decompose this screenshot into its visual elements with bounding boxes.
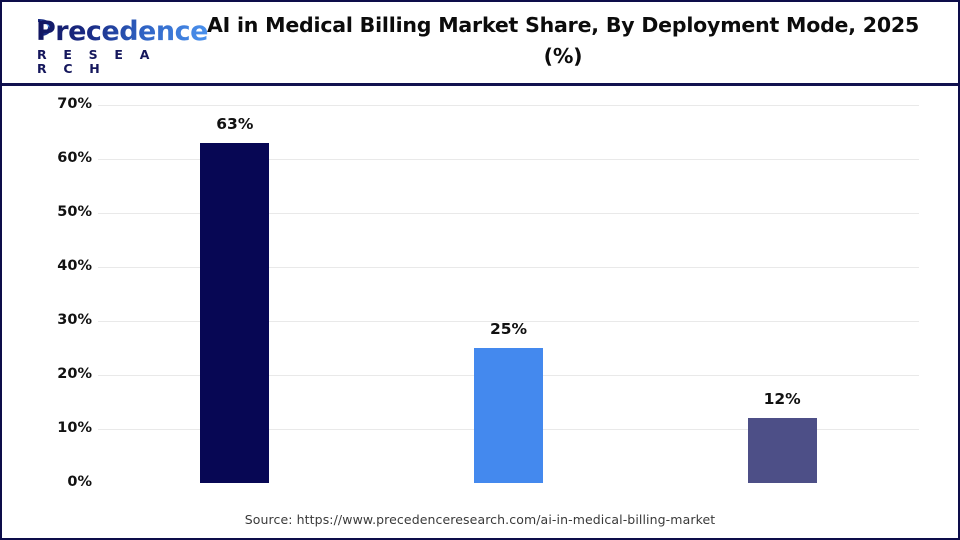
precedence-research-logo: Precedence R E S E A R C H xyxy=(16,16,208,76)
y-axis-tick-label: 60% xyxy=(57,150,92,166)
gridline xyxy=(98,213,919,214)
y-axis-tick-label: 20% xyxy=(57,366,92,382)
chart-plot-area: 0%10%20%30%40%50%60%70%63%Cloud-Based Pl… xyxy=(2,86,958,538)
gridline xyxy=(98,321,919,322)
gridline xyxy=(98,105,919,106)
logo-subtitle: R E S E A R C H xyxy=(37,47,156,76)
bar-3[interactable] xyxy=(747,418,817,483)
y-axis-tick-label: 70% xyxy=(57,96,92,112)
bar-2[interactable] xyxy=(474,348,543,483)
bar-value-label: 63% xyxy=(216,114,254,133)
chart-header: Precedence R E S E A R C H AI in Medical… xyxy=(2,2,958,86)
y-axis-tick-label: 50% xyxy=(57,204,92,220)
plot-canvas xyxy=(98,105,919,483)
bar-1[interactable] xyxy=(200,142,270,483)
source-caption: Source: https://www.precedenceresearch.c… xyxy=(244,512,716,527)
bar-value-label: 25% xyxy=(489,320,528,338)
y-axis-tick-label: 10% xyxy=(57,420,92,436)
gridline xyxy=(98,159,919,160)
y-axis-tick-label: 40% xyxy=(57,258,92,274)
y-axis-tick-label: 0% xyxy=(67,474,92,490)
logo-wordmark: Precedence xyxy=(36,16,208,47)
leaf-p-icon xyxy=(38,19,52,36)
page-title: AI in Medical Billing Market Share, By D… xyxy=(206,13,920,68)
bar-value-label: 12% xyxy=(763,390,801,409)
gridline xyxy=(98,267,919,268)
y-axis-tick-label: 30% xyxy=(57,312,92,328)
